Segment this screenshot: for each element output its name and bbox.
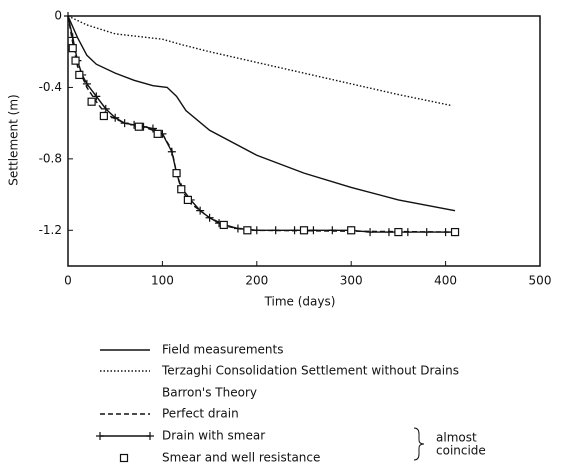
- marker-square: [450, 227, 460, 237]
- marker-plus: [422, 228, 431, 237]
- marker-square: [243, 226, 252, 235]
- series-line: [67, 15, 456, 212]
- y-axis-label: Settlement (m): [7, 94, 21, 185]
- annotation: coincide: [436, 444, 486, 458]
- marker-square: [71, 56, 80, 65]
- marker-square: [75, 70, 84, 80]
- marker-plus: [384, 228, 393, 237]
- marker-plus: [146, 432, 154, 440]
- marker-square: [99, 111, 108, 121]
- x-tick-label: 300: [340, 274, 363, 288]
- marker-square: [219, 220, 228, 230]
- legend-label: Drain with smear: [162, 429, 265, 443]
- marker-plus: [167, 147, 176, 156]
- marker-square: [172, 169, 181, 178]
- marker-plus: [196, 206, 205, 215]
- marker-plus: [68, 33, 77, 42]
- marker-square: [134, 122, 143, 131]
- brace: [413, 427, 425, 461]
- marker-plus: [205, 213, 214, 222]
- y-tick-label: -0.8: [39, 151, 62, 165]
- x-axis-label: Time (days): [264, 295, 336, 309]
- marker-plus: [309, 226, 318, 235]
- marker-plus: [441, 228, 450, 237]
- marker-plus: [82, 79, 91, 88]
- legend-label: Terzaghi Consolidation Settlement withou…: [161, 364, 459, 378]
- y-tick-label: -0.4: [39, 80, 62, 94]
- marker-plus: [96, 432, 104, 440]
- marker-plus: [120, 119, 129, 128]
- series-line: [67, 15, 451, 106]
- marker-plus: [252, 226, 261, 235]
- x-tick-label: 0: [64, 274, 72, 288]
- y-tick-label: -1.2: [39, 223, 62, 237]
- marker-plus: [403, 228, 412, 237]
- x-tick-label: 200: [245, 274, 268, 288]
- marker-plus: [64, 12, 72, 20]
- marker-plus: [233, 224, 242, 233]
- marker-plus: [148, 124, 157, 133]
- marker-square: [153, 129, 162, 138]
- y-tick-label: 0: [54, 9, 62, 23]
- legend-label: Perfect drain: [162, 407, 239, 421]
- legend-heading: Barron's Theory: [162, 386, 257, 400]
- x-tick-label: 100: [151, 274, 174, 288]
- marker-square: [347, 226, 356, 235]
- marker-plus: [111, 113, 120, 122]
- x-tick-label: 500: [529, 274, 552, 288]
- marker-square: [87, 97, 96, 106]
- legend-label: Field measurements: [162, 343, 283, 357]
- marker-plus: [101, 104, 110, 113]
- marker-plus: [290, 226, 299, 235]
- marker-plus: [271, 226, 280, 235]
- marker-plus: [92, 92, 101, 101]
- legend-label: Smear and well resistance: [162, 451, 320, 465]
- marker-square: [68, 44, 77, 53]
- marker-plus: [328, 226, 337, 235]
- marker-square: [177, 185, 186, 194]
- plot-frame: [67, 15, 541, 267]
- marker-plus: [366, 228, 375, 237]
- x-tick-label: 400: [434, 274, 457, 288]
- marker-square: [299, 226, 309, 235]
- annotation: almost: [436, 431, 477, 445]
- marker-square: [394, 227, 403, 237]
- marker-square: [183, 195, 192, 205]
- marker-square: [119, 453, 129, 463]
